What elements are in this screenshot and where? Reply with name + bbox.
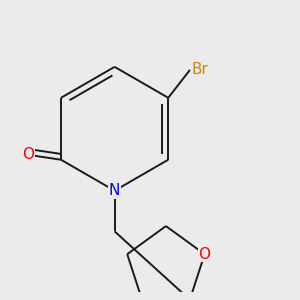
Text: Br: Br bbox=[192, 62, 208, 77]
Text: O: O bbox=[199, 247, 211, 262]
Text: N: N bbox=[109, 183, 120, 198]
Text: O: O bbox=[22, 147, 34, 162]
